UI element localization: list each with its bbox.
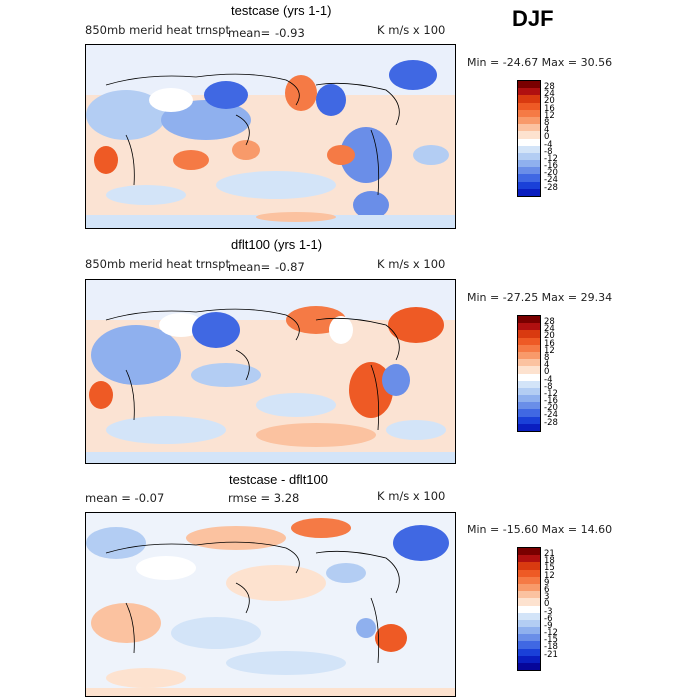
colorbar-tick: -12	[544, 388, 558, 399]
panel1-title: testcase (yrs 1-1)	[231, 3, 332, 18]
panel3-minmax: Min = -15.60 Max = 14.60	[467, 523, 613, 536]
panel1-variable: 850mb merid heat trnspt	[85, 23, 230, 37]
panel3-map-field	[86, 513, 455, 696]
season-label: DJF	[512, 6, 554, 31]
colorbar-tick: 8	[544, 352, 550, 363]
colorbar-tick: 16	[544, 103, 555, 114]
colorbar-tick: -21	[544, 649, 558, 660]
panel3-colorbar-ticks: 21 18 15 12 9 6 3 0 -3 -6 -9 -12 -15 -18…	[544, 549, 558, 660]
colorbar-tick: -9	[544, 620, 553, 631]
colorbar-tick: -8	[544, 381, 553, 392]
panel2-mean-label: mean=	[228, 260, 271, 274]
colorbar-tick: -24	[544, 175, 558, 186]
colorbar-tick: -16	[544, 161, 558, 172]
panel2-variable: 850mb merid heat trnspt	[85, 257, 230, 271]
colorbar-tick: 0	[544, 367, 550, 378]
panel1-map	[85, 44, 456, 229]
panel2-units: K m/s x 100	[377, 257, 446, 271]
panel3-units: K m/s x 100	[377, 489, 446, 503]
panel2-minmax: Min = -27.25 Max = 29.34	[467, 291, 613, 304]
panel3-title: testcase - dflt100	[229, 472, 328, 487]
colorbar-tick: 28	[544, 82, 555, 92]
colorbar-tick: 16	[544, 338, 555, 349]
colorbar-tick: 3	[544, 592, 550, 603]
panel2-mean-value: -0.87	[275, 260, 305, 274]
colorbar-tick: -12	[544, 153, 558, 164]
panel1-units: K m/s x 100	[377, 23, 446, 37]
colorbar-tick: -8	[544, 146, 553, 157]
panel2-colorbar-ticks: 28 24 20 16 12 8 4 0 -4 -8 -12 -16 -20 -…	[544, 317, 558, 428]
colorbar-tick: 20	[544, 331, 555, 342]
colorbar-tick: 20	[544, 96, 555, 107]
colorbar-tick: 12	[544, 570, 555, 581]
colorbar-tick: 12	[544, 345, 555, 356]
panel3-mean: mean = -0.07	[85, 491, 165, 505]
colorbar-tick: -20	[544, 403, 558, 414]
panel2-colorbar	[517, 315, 541, 432]
colorbar-tick: 4	[544, 360, 550, 371]
colorbar-tick: -12	[544, 628, 558, 639]
panel1-minmax: Min = -24.67 Max = 30.56	[467, 56, 613, 69]
colorbar-tick: -15	[544, 635, 558, 646]
colorbar-tick: 0	[544, 132, 550, 143]
colorbar-tick: -4	[544, 139, 553, 150]
colorbar-tick: -6	[544, 613, 553, 624]
panel2-title: dflt100 (yrs 1-1)	[231, 237, 323, 252]
colorbar-tick: -28	[544, 417, 558, 428]
colorbar-tick: -28	[544, 182, 558, 193]
colorbar-tick: 0	[544, 599, 550, 610]
colorbar-tick: -4	[544, 374, 553, 385]
colorbar-tick: 21	[544, 549, 555, 559]
panel2-map	[85, 279, 456, 464]
panel3-rmse: rmse = 3.28	[228, 491, 300, 505]
panel1-mean-label: mean=	[228, 26, 271, 40]
colorbar-tick: -3	[544, 606, 553, 617]
colorbar-tick: 6	[544, 584, 550, 595]
colorbar-tick: -20	[544, 168, 558, 179]
colorbar-tick: 24	[544, 89, 555, 100]
panel1-colorbar-ticks: 28 24 20 16 12 8 4 0 -4 -8 -12 -16 -20 -…	[544, 82, 558, 193]
panel1-colorbar	[517, 80, 541, 197]
panel2-map-field	[86, 280, 455, 463]
colorbar-tick: -16	[544, 396, 558, 407]
colorbar-tick: 8	[544, 117, 550, 128]
colorbar-tick: 15	[544, 563, 555, 574]
colorbar-tick: -24	[544, 410, 558, 421]
colorbar-tick: 4	[544, 125, 550, 136]
panel1-mean-value: -0.93	[275, 26, 305, 40]
panel3-colorbar	[517, 547, 541, 672]
panel3-map	[85, 512, 456, 697]
colorbar-tick: -18	[544, 642, 558, 653]
colorbar-tick: 9	[544, 577, 550, 588]
colorbar-tick: 24	[544, 324, 555, 335]
panel1-map-field	[86, 45, 455, 228]
colorbar-tick: 12	[544, 110, 555, 121]
colorbar-tick: 18	[544, 556, 555, 567]
colorbar-tick: 28	[544, 317, 555, 327]
